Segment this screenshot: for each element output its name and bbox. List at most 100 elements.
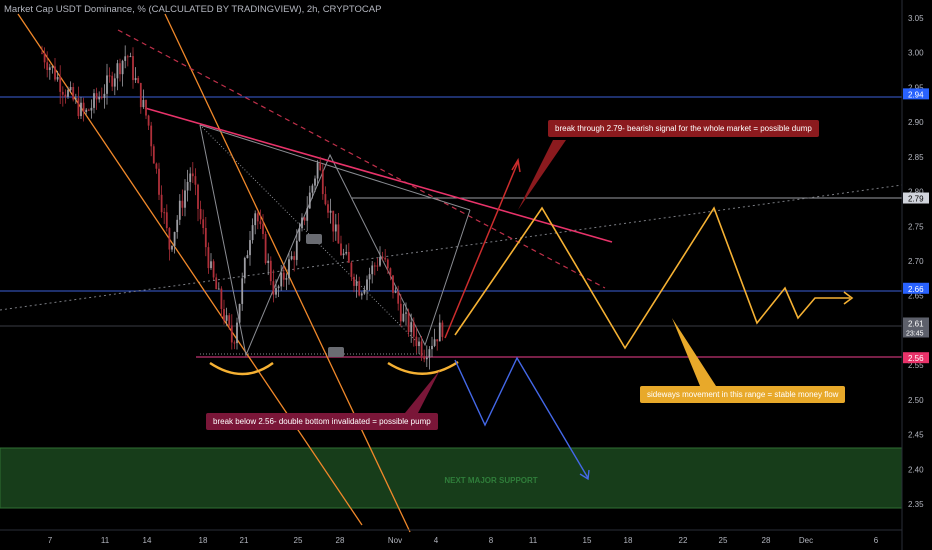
bear-note-pointer: [518, 140, 566, 210]
candle-body: [100, 96, 103, 98]
candle-body: [87, 109, 90, 111]
pump-note: break below 2.56- double bottom invalida…: [206, 413, 438, 430]
support-zone-label: NEXT MAJOR SUPPORT: [444, 476, 537, 485]
candle-body: [225, 315, 228, 321]
candle-body: [399, 303, 402, 322]
candle-body: [233, 342, 236, 344]
candle-body: [207, 247, 210, 269]
candle-body: [80, 102, 82, 117]
candle-body: [197, 184, 199, 209]
candle-body: [280, 272, 283, 287]
bottom-arc-right: [387, 360, 459, 375]
candle-body: [129, 56, 132, 58]
candle-body: [277, 286, 280, 289]
candle-body: [173, 231, 176, 246]
price-tick-label: 3.00: [908, 49, 924, 58]
price-tick-label: 2.80: [908, 188, 924, 197]
candle-body: [329, 210, 332, 213]
candles-group: [41, 45, 444, 370]
price-badges: 2.94 2.79 2.66 2.61 23:45 2.56: [903, 88, 929, 364]
candle-body: [189, 173, 192, 182]
candle-body: [178, 200, 181, 220]
dashed-resistance: [117, 29, 606, 289]
candle-body: [46, 62, 49, 71]
price-ticks: 3.053.002.952.902.852.802.752.702.652.60…: [908, 14, 924, 509]
sideways-arrow-head: [843, 291, 854, 305]
price-tick-label: 2.40: [908, 465, 924, 474]
candle-body: [308, 192, 311, 209]
price-tick-label: 2.75: [908, 222, 924, 231]
bear-path-arrow: [444, 161, 519, 339]
candle-body: [353, 276, 355, 286]
candle-body: [256, 213, 259, 222]
candle-body: [358, 281, 361, 296]
time-tick-label: 11: [529, 536, 538, 545]
candle-body: [139, 83, 142, 108]
price-tick-label: 2.95: [908, 83, 924, 92]
candle-body: [116, 63, 119, 79]
candle-body: [303, 217, 306, 221]
candle-body: [337, 224, 340, 244]
candle-body: [347, 252, 350, 263]
candle-body: [176, 219, 179, 232]
bear-arrow-head: [511, 157, 521, 173]
candle-body: [90, 107, 93, 111]
price-badge-countdown: 23:45: [906, 330, 924, 337]
candle-body: [436, 339, 439, 342]
candle-body: [158, 168, 160, 195]
candle-body: [267, 260, 270, 263]
time-tick-label: 7: [48, 536, 53, 545]
price-badge: 2.79: [908, 195, 924, 204]
candle-body: [236, 322, 238, 344]
candle-body: [106, 75, 108, 94]
candle-body: [368, 274, 371, 280]
candle-body: [324, 194, 327, 205]
candle-body: [220, 288, 223, 310]
time-tick-label: 25: [719, 536, 728, 545]
candle-body: [251, 225, 254, 241]
candle-body: [147, 115, 150, 126]
candle-body: [402, 313, 405, 322]
candle-body: [423, 356, 426, 360]
time-tick-label: 25: [294, 536, 303, 545]
candle-body: [386, 259, 389, 269]
candle-body: [72, 86, 75, 100]
candle-body: [405, 312, 407, 314]
price-badge-bg: [903, 88, 929, 100]
pump-note-pointer: [405, 370, 440, 413]
candle-body: [152, 146, 155, 164]
candle-body: [392, 275, 394, 293]
candle-body: [150, 125, 153, 147]
time-tick-label: Nov: [388, 536, 402, 545]
candle-body: [210, 261, 212, 269]
candle-body: [212, 261, 215, 278]
candle-body: [69, 86, 72, 91]
candle-body: [418, 341, 420, 347]
candle-body: [290, 256, 293, 260]
support-zone: [0, 447, 903, 509]
time-tick-label: 22: [679, 536, 688, 545]
time-tick-label: 28: [762, 536, 771, 545]
candle-body: [301, 217, 303, 229]
candle-body: [264, 234, 267, 263]
candle-body: [371, 265, 374, 275]
price-badge: 2.61: [908, 319, 924, 328]
candle-body: [67, 90, 69, 97]
candle-body: [293, 256, 296, 260]
candle-body: [306, 208, 309, 221]
price-badge-bg: [903, 317, 929, 338]
candle-body: [420, 341, 423, 357]
candle-body: [165, 212, 168, 229]
candle-body: [126, 56, 129, 58]
candle-body: [438, 322, 441, 342]
price-badge-bg: [903, 282, 929, 294]
candle-body: [56, 76, 59, 80]
candle-body: [332, 210, 335, 232]
candle-body: [384, 257, 387, 260]
candle-body: [246, 255, 249, 259]
time-tick-label: 8: [489, 536, 494, 545]
sideways-path: [454, 206, 850, 350]
candle-body: [163, 212, 166, 214]
candle-body: [272, 281, 275, 295]
